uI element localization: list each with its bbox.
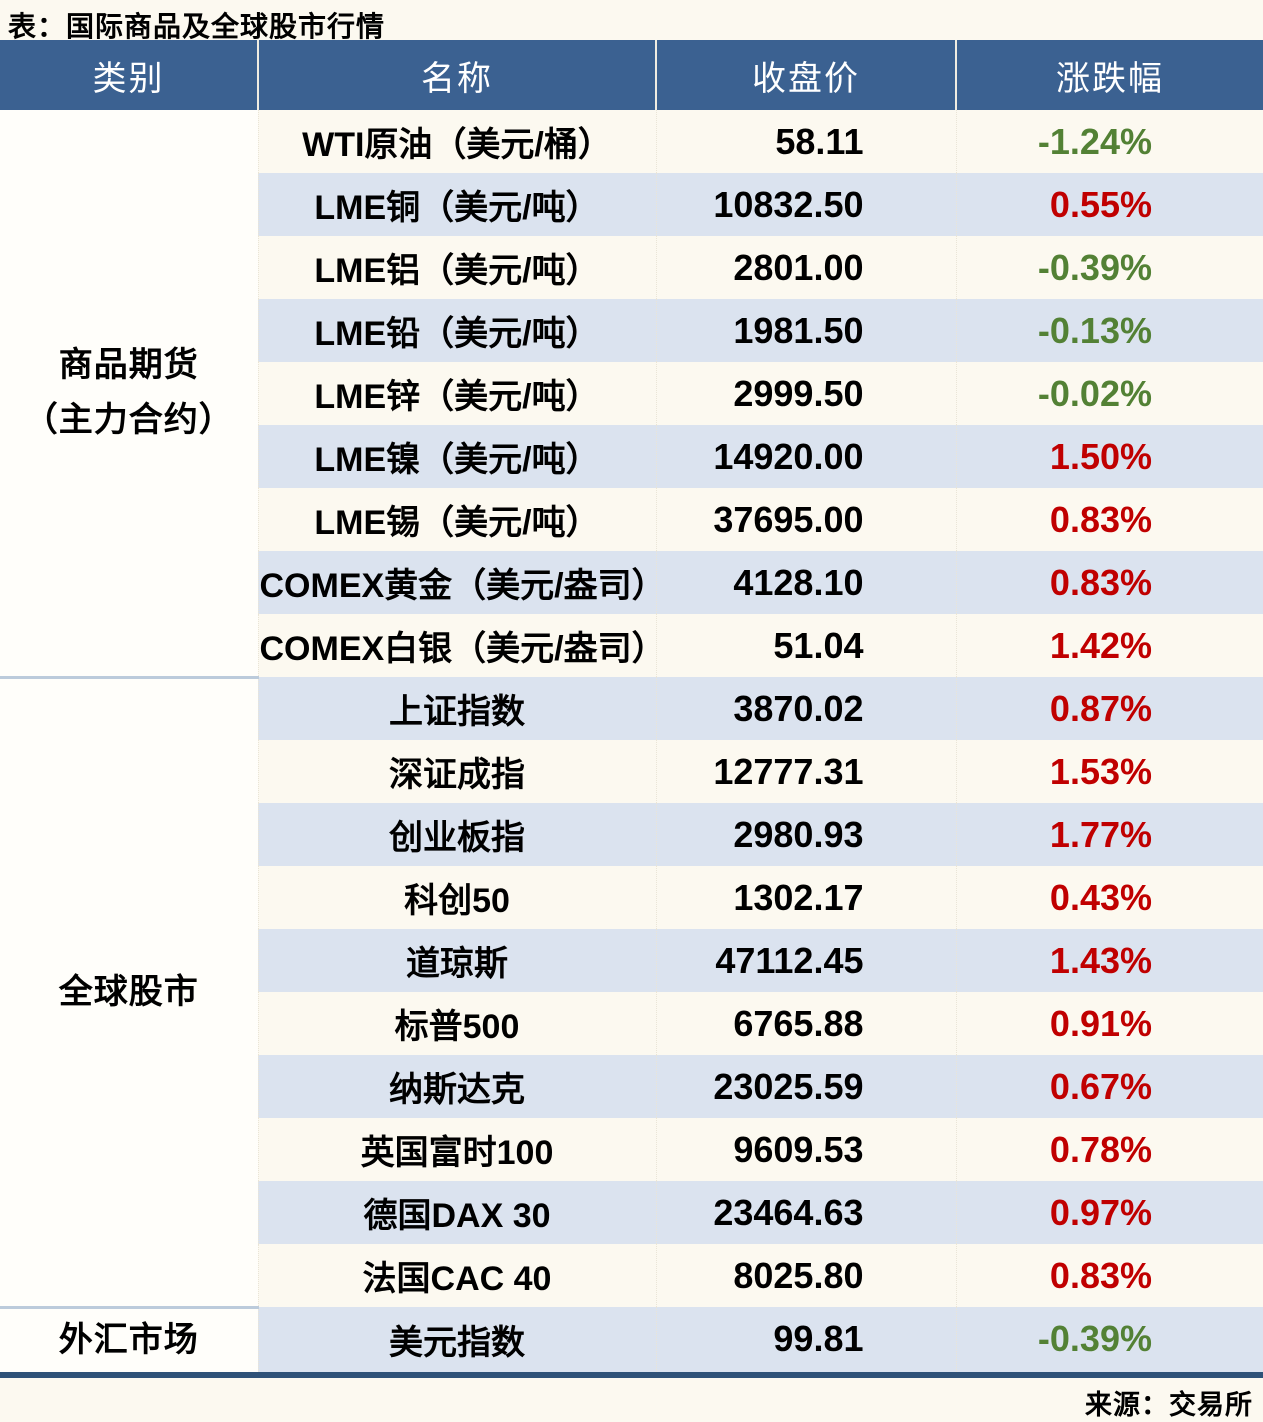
change-percent-cell: 1.53% [955,740,1263,803]
table-row: LME锡（美元/吨） 37695.00 0.83% [0,488,1263,551]
change-percent-cell: -0.02% [955,362,1263,425]
name-cell: 创业板指 [257,803,656,866]
name-cell: 美元指数 [257,1307,656,1375]
change-percent-cell: 0.97% [955,1181,1263,1244]
market-table: 类别 名称 收盘价 涨跌幅 商品期货 （主力合约） WTI原油（美元/桶） 58.11… [0,40,1263,1378]
table-row: LME铝（美元/吨） 2801.00 -0.39% [0,236,1263,299]
category-cell: 全球股市 [0,675,258,1307]
col-header-close: 收盘价 [655,40,956,110]
table-row: 创业板指 2980.93 1.77% [0,803,1263,866]
close-price-cell: 23025.59 [655,1055,956,1118]
name-cell: 科创50 [257,866,656,929]
close-price-cell: 2999.50 [655,362,956,425]
table-row: 法国CAC 40 8025.80 0.83% [0,1244,1263,1307]
table-row: 标普500 6765.88 0.91% [0,992,1263,1055]
name-cell: LME锡（美元/吨） [257,488,656,551]
col-header-name: 名称 [257,40,656,110]
change-percent-cell: 0.78% [955,1118,1263,1181]
category-label-line: （主力合约） [23,400,234,439]
close-price-cell: 1302.17 [655,866,956,929]
change-percent-cell: 1.43% [955,929,1263,992]
close-price-cell: 9609.53 [655,1118,956,1181]
close-price-cell: 2980.93 [655,803,956,866]
close-price-cell: 51.04 [655,614,956,677]
name-cell: LME铝（美元/吨） [257,236,656,299]
table-row: LME镍（美元/吨） 14920.00 1.50% [0,425,1263,488]
table-row: 深证成指 12777.31 1.53% [0,740,1263,803]
col-header-change: 涨跌幅 [955,40,1263,110]
table-header: 类别 名称 收盘价 涨跌幅 [0,40,1263,110]
name-cell: 纳斯达克 [257,1055,656,1118]
change-percent-cell: 0.91% [955,992,1263,1055]
close-price-cell: 4128.10 [655,551,956,614]
table-row: 英国富时100 9609.53 0.78% [0,1118,1263,1181]
name-cell: LME铅（美元/吨） [257,299,656,362]
change-percent-cell: 0.55% [955,173,1263,236]
close-price-cell: 47112.45 [655,929,956,992]
change-percent-cell: 0.83% [955,1244,1263,1307]
name-cell: 深证成指 [257,740,656,803]
table-row: 道琼斯 47112.45 1.43% [0,929,1263,992]
change-percent-cell: 1.50% [955,425,1263,488]
table-row: 纳斯达克 23025.59 0.67% [0,1055,1263,1118]
change-percent-cell: -0.39% [955,1307,1263,1375]
name-cell: COMEX黄金（美元/盎司） [257,551,666,614]
name-cell: 法国CAC 40 [257,1244,656,1307]
table-row: 商品期货 （主力合约） WTI原油（美元/桶） 58.11 -1.24% [0,110,1263,677]
close-price-cell: 58.11 [655,110,956,173]
close-price-cell: 14920.00 [655,425,956,488]
change-percent-cell: 0.67% [955,1055,1263,1118]
table-row: LME铅（美元/吨） 1981.50 -0.13% [0,299,1263,362]
name-cell: LME锌（美元/吨） [257,362,656,425]
change-percent-cell: 1.42% [955,614,1263,677]
close-price-cell: 3870.02 [655,677,956,740]
close-price-cell: 99.81 [655,1307,956,1375]
change-percent-cell: 0.43% [955,866,1263,929]
table-row: COMEX黄金（美元/盎司） 4128.10 0.83% [0,551,1263,614]
name-cell: COMEX白银（美元/盎司） [257,614,666,677]
category-label-line: 全球股市 [58,972,199,1011]
name-cell: LME镍（美元/吨） [257,425,656,488]
col-header-category: 类别 [0,40,258,110]
close-price-cell: 8025.80 [655,1244,956,1307]
table-row: COMEX白银（美元/盎司） 51.04 1.42% [0,614,1263,677]
table-row: 全球股市 上证指数 3870.02 0.87% [0,675,1263,1307]
name-cell: WTI原油（美元/桶） [257,110,656,173]
name-cell: 标普500 [257,992,656,1055]
header-row: 类别 名称 收盘价 涨跌幅 [0,40,1263,110]
close-price-cell: 10832.50 [655,173,956,236]
table-row: LME铜（美元/吨） 10832.50 0.55% [0,173,1263,236]
change-percent-cell: 0.83% [955,488,1263,551]
change-percent-cell: -0.39% [955,236,1263,299]
name-cell: 上证指数 [257,677,656,740]
name-cell: LME铜（美元/吨） [257,173,656,236]
change-percent-cell: -0.13% [955,299,1263,362]
change-percent-cell: 0.87% [955,677,1263,740]
name-cell: 道琼斯 [257,929,656,992]
change-percent-cell: 1.77% [955,803,1263,866]
close-price-cell: 2801.00 [655,236,956,299]
source-note: 来源：交易所 [1085,1389,1253,1420]
close-price-cell: 12777.31 [655,740,956,803]
name-cell: 德国DAX 30 [257,1181,656,1244]
table-row: 科创50 1302.17 0.43% [0,866,1263,929]
table-row: 德国DAX 30 23464.63 0.97% [0,1181,1263,1244]
change-percent-cell: -1.24% [955,110,1263,173]
category-label-line: 商品期货 [58,346,199,385]
table-title: 表：国际商品及全球股市行情 [8,11,386,42]
table-body: 商品期货 （主力合约） WTI原油（美元/桶） 58.11 -1.24% LME铜（美元/… [0,110,1263,1375]
table-row: LME锌（美元/吨） 2999.50 -0.02% [0,362,1263,425]
category-label-line: 外汇市场 [58,1320,199,1359]
table-row: 外汇市场 美元指数 99.81 -0.39% [0,1305,1263,1375]
close-price-cell: 37695.00 [655,488,956,551]
close-price-cell: 1981.50 [655,299,956,362]
name-cell: 英国富时100 [257,1118,656,1181]
category-cell: 商品期货 （主力合约） [0,110,258,677]
category-cell: 外汇市场 [0,1305,258,1375]
close-price-cell: 6765.88 [655,992,956,1055]
close-price-cell: 23464.63 [655,1181,956,1244]
change-percent-cell: 0.83% [955,551,1263,614]
